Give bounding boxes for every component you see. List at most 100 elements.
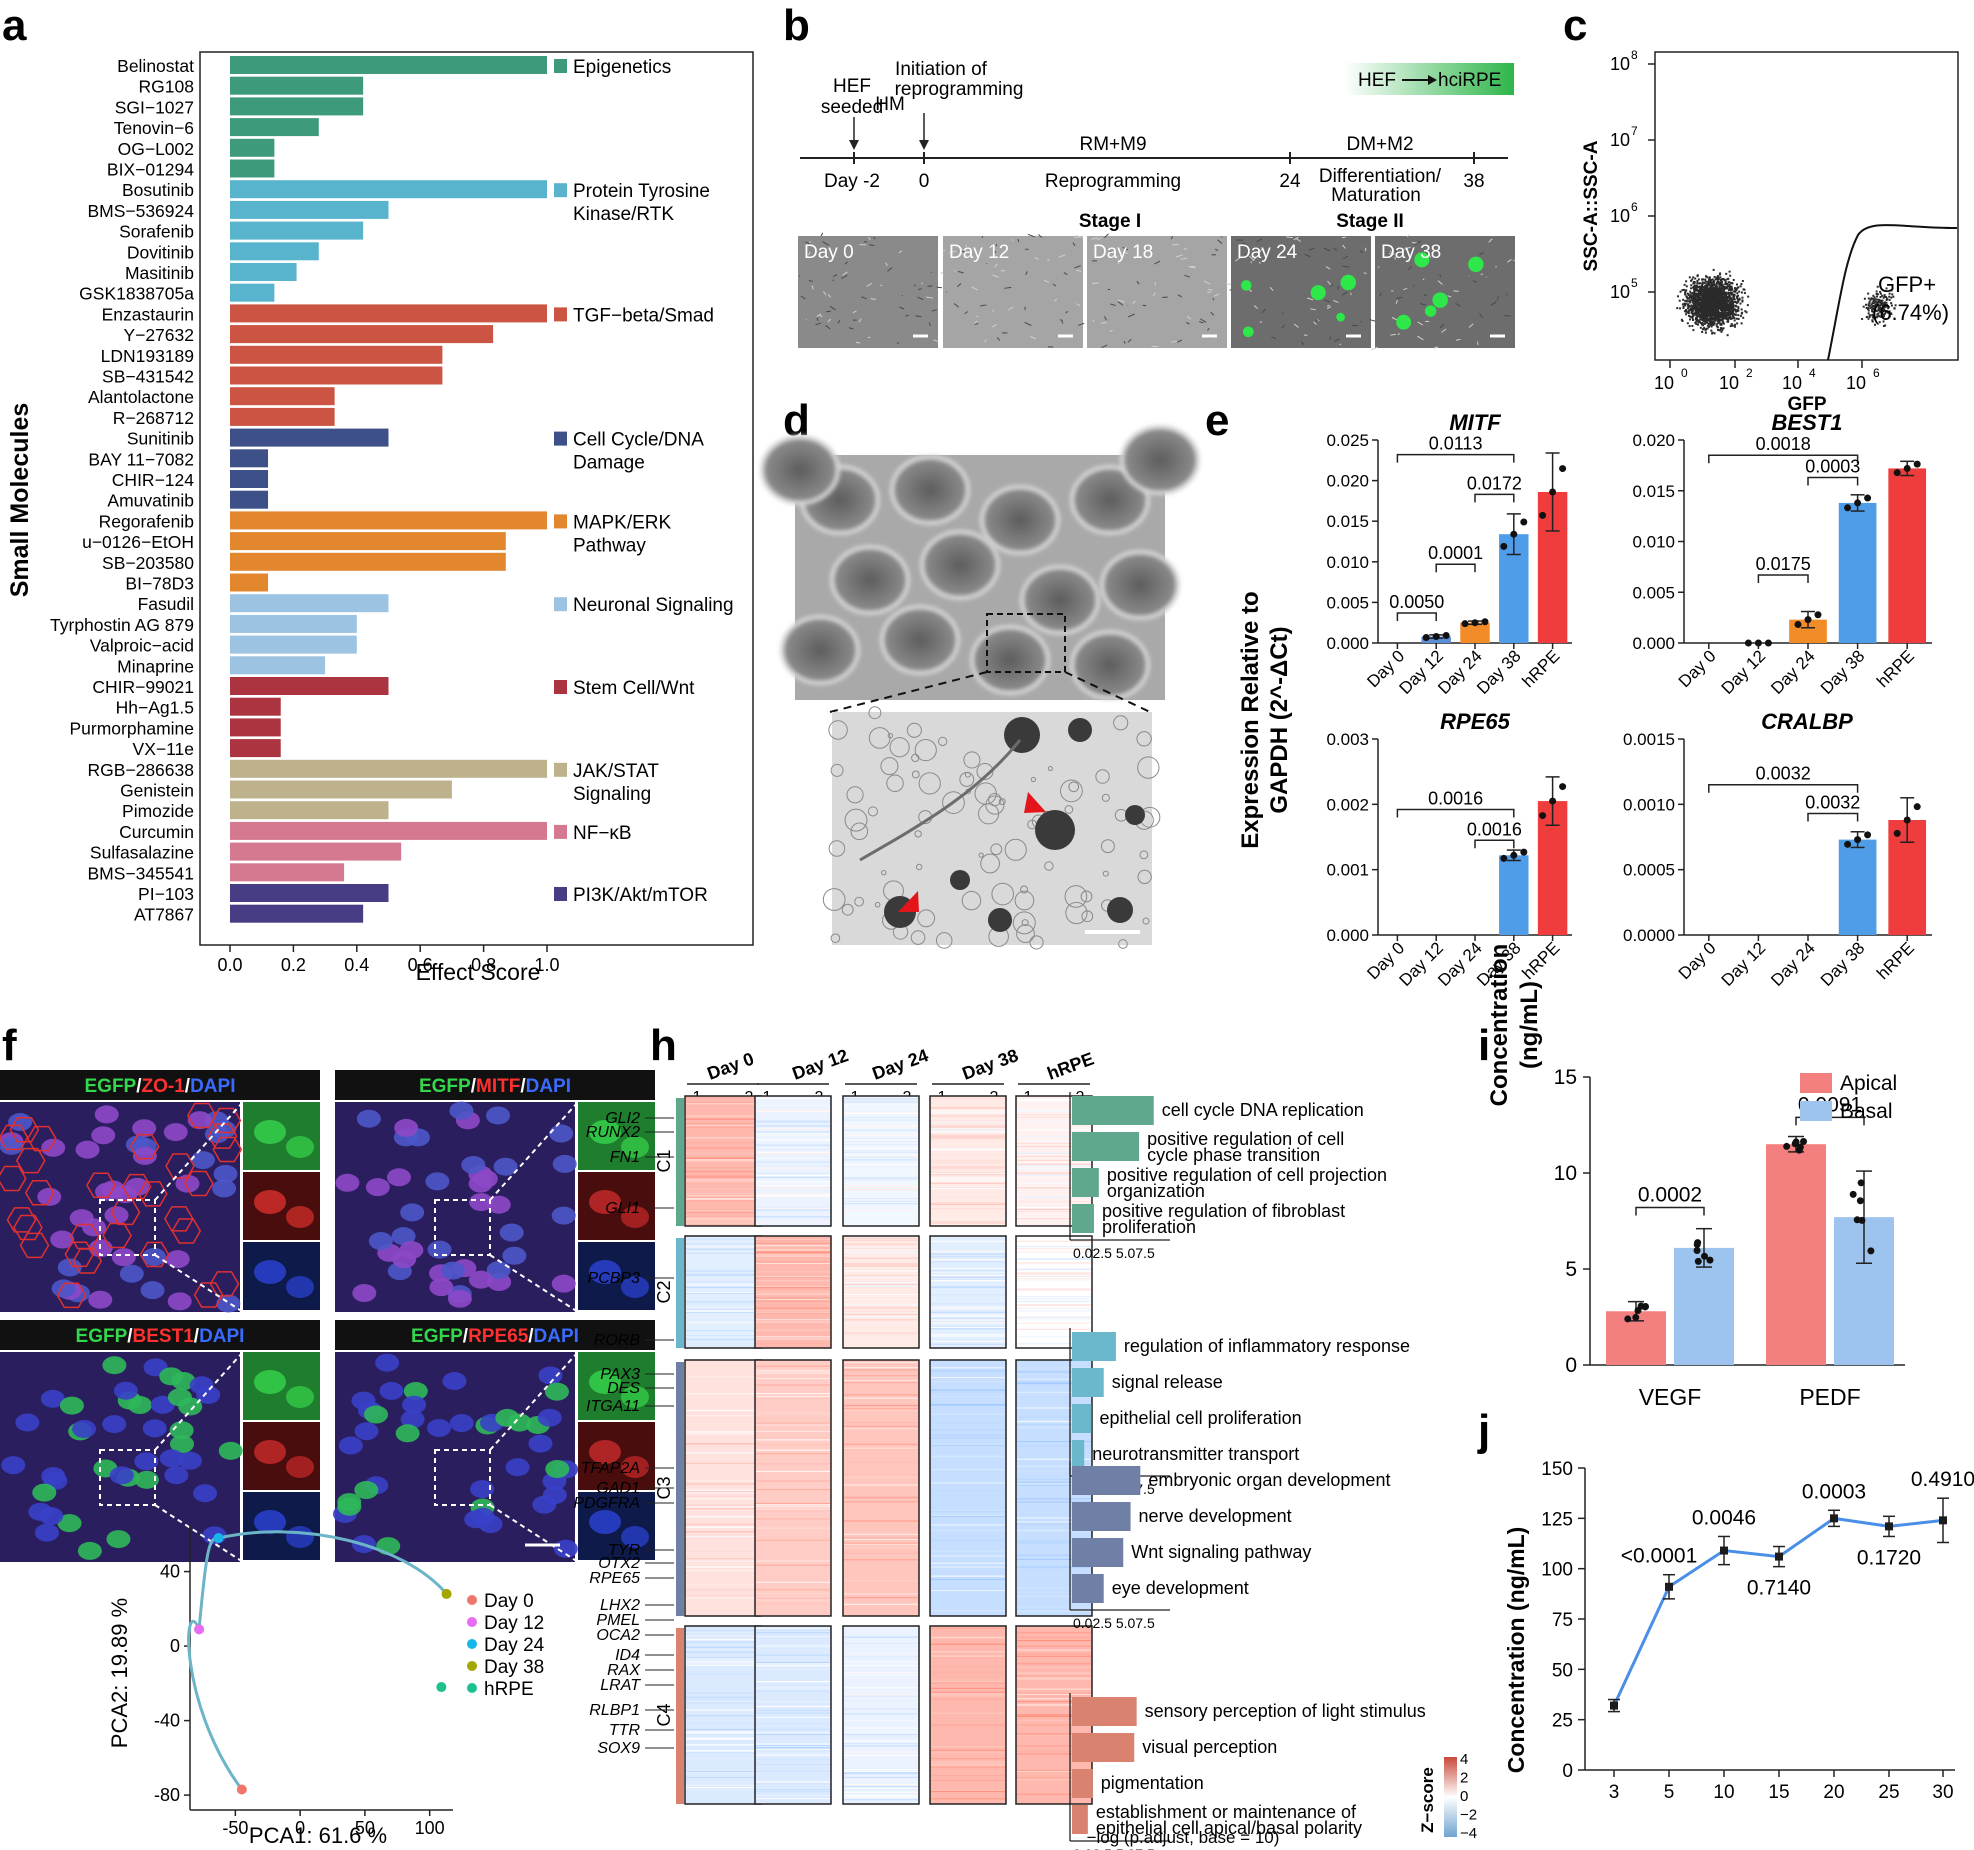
p-value-label: 0.0003 xyxy=(1805,457,1860,477)
event-dot xyxy=(1704,280,1707,283)
bar-masitinib xyxy=(230,263,297,281)
event-dot xyxy=(1741,300,1744,303)
event-dot xyxy=(1727,300,1730,303)
event-dot xyxy=(1694,299,1697,302)
micrograph-label: Day 38 xyxy=(1381,242,1441,263)
event-dot xyxy=(1869,314,1872,317)
em-texture xyxy=(1142,917,1150,925)
inset-box xyxy=(99,1199,156,1256)
cell-texture xyxy=(827,318,831,323)
event-dot xyxy=(1700,313,1703,316)
cell-texture xyxy=(855,341,861,344)
replicate-dot xyxy=(1854,499,1862,507)
replicate-dot xyxy=(1849,1190,1857,1198)
heatmap-block xyxy=(842,1625,920,1805)
event-dot xyxy=(1701,278,1704,281)
label-initiation-1: Initiation of xyxy=(895,59,988,80)
event-dot xyxy=(1730,287,1733,290)
cell-texture xyxy=(964,311,968,315)
event-dot xyxy=(1729,307,1732,310)
stain-channel: EGFP xyxy=(85,1076,137,1097)
replicate-dot xyxy=(1764,639,1772,647)
nucleus xyxy=(15,1413,40,1432)
cell-texture xyxy=(898,250,903,254)
x-tick-label: 0.4 xyxy=(344,955,369,975)
molecule-label: Amuvatinib xyxy=(107,491,194,511)
event-dot xyxy=(1716,316,1719,319)
label-hef-seeded-2: seeded xyxy=(821,97,883,118)
event-dot xyxy=(1714,304,1717,307)
event-dot xyxy=(1717,313,1720,316)
stain-channel: DAPI xyxy=(534,1326,579,1347)
legend-swatch-7 xyxy=(554,762,567,777)
event-dot xyxy=(1727,285,1730,288)
event-dot xyxy=(1879,306,1882,309)
cell-texture xyxy=(1480,273,1483,276)
go-bar xyxy=(1072,1538,1124,1567)
cell-texture xyxy=(936,286,942,289)
event-dot xyxy=(1743,292,1746,295)
legend-label: Day 0 xyxy=(484,1591,534,1612)
gfp-cell xyxy=(1336,312,1345,322)
cell-texture xyxy=(1206,291,1212,294)
event-dot xyxy=(1723,315,1726,318)
event-dot xyxy=(1717,307,1720,310)
bar-curcumin xyxy=(230,821,547,840)
cell-texture xyxy=(1505,293,1508,296)
pca-point-day-38 xyxy=(441,1588,452,1599)
bar-vx-11e xyxy=(230,739,281,758)
y-tick-label: 100 xyxy=(1541,1560,1573,1581)
bar-enzastaurin xyxy=(230,304,547,323)
inset-cell xyxy=(254,1190,286,1214)
y-tick-label: 0.0000 xyxy=(1623,926,1675,945)
bar-chir-124 xyxy=(230,470,269,488)
nucleus xyxy=(375,1353,400,1372)
cell-texture xyxy=(1455,338,1461,341)
nucleus xyxy=(213,1164,238,1183)
event-dot xyxy=(1879,301,1882,304)
event-dot xyxy=(1684,293,1687,296)
y-tick-label: 150 xyxy=(1541,1459,1573,1480)
nucleus xyxy=(34,1523,59,1542)
cell-texture xyxy=(933,339,939,343)
cell-texture xyxy=(1293,323,1299,328)
legend-swatch-3 xyxy=(554,431,567,446)
tight-junction xyxy=(137,1181,168,1207)
nucleus xyxy=(132,1119,157,1138)
go-term: sensory perception of light stimulus xyxy=(1145,1701,1426,1721)
event-dot xyxy=(1691,292,1694,295)
cell-texture xyxy=(914,284,916,287)
em-texture xyxy=(990,843,1003,856)
tight-junction xyxy=(184,1170,214,1197)
stain-channel: / xyxy=(463,1326,469,1347)
cell-texture xyxy=(1242,242,1249,247)
cell-texture xyxy=(1323,299,1331,303)
significance-bracket xyxy=(1396,453,1515,463)
stain-title: EGFP/ZO-1/DAPI xyxy=(85,1076,236,1097)
event-dot xyxy=(1720,301,1723,304)
event-dot xyxy=(1696,279,1699,282)
cell-texture xyxy=(1396,296,1403,300)
replicate-dot xyxy=(1893,829,1901,837)
label-stage-1: Stage I xyxy=(1079,211,1141,232)
micrograph-label: Day 24 xyxy=(1237,242,1298,263)
em-texture xyxy=(911,753,920,763)
go-term: proliferation xyxy=(1102,1217,1196,1237)
event-dot xyxy=(1702,310,1705,313)
cell-texture xyxy=(1076,303,1081,307)
event-dot xyxy=(1709,312,1712,315)
event-dot xyxy=(1698,312,1701,315)
event-dot xyxy=(1704,301,1707,304)
event-dot xyxy=(1721,329,1724,332)
event-dot xyxy=(1703,309,1706,312)
event-dot xyxy=(1713,299,1716,302)
cell-texture xyxy=(1199,318,1207,323)
pca-point-day-0 xyxy=(236,1784,247,1795)
z-score-tick: −4 xyxy=(1460,1825,1477,1842)
event-dot xyxy=(1746,304,1749,307)
go-bar xyxy=(1072,1368,1104,1397)
event-dot xyxy=(1728,312,1731,315)
event-dot xyxy=(1705,291,1708,294)
event-dot xyxy=(1696,293,1699,296)
event-dot xyxy=(1724,311,1727,314)
